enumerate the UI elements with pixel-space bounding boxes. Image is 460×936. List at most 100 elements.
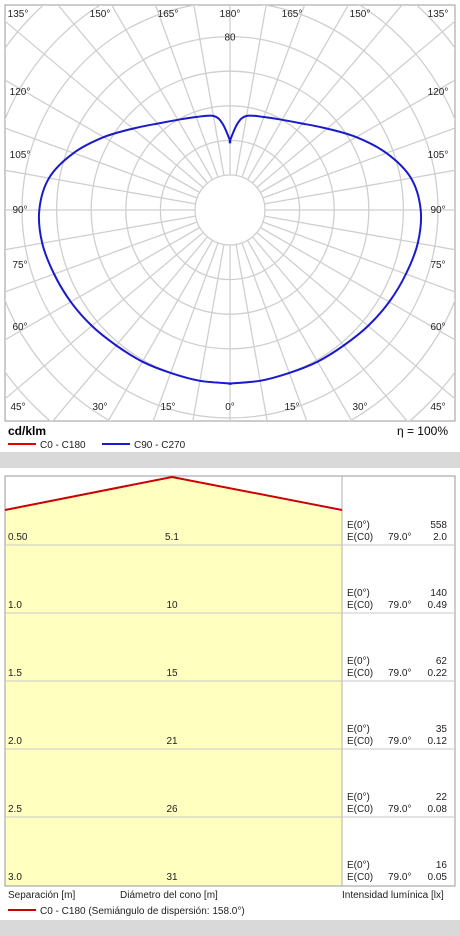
row-e0-value: 62 [436,656,448,667]
polar-grid-spoke [5,20,204,189]
polar-grid-spoke [246,5,350,181]
row-ec0-value: 0.08 [428,804,448,815]
row-e0-value: 16 [436,860,448,871]
angle-label-bottom: 15° [160,402,175,413]
polar-diagram-panel: 20016012080135°150°165°180°165°150°135°4… [0,0,460,452]
row-e0-label: E(0°) [347,792,370,803]
row-e0-value: 35 [436,724,448,735]
polar-grid-spoke [57,5,209,184]
cone-outline [4,475,343,511]
angle-label-bottom: 45° [430,402,445,413]
row-e0-value: 22 [436,792,448,803]
angle-label-top: 150° [90,9,111,20]
legend-label-cone: C0 - C180 (Semiángulo de dispersión: 158… [40,906,245,917]
polar-grid-spoke [262,221,455,293]
angle-label-right: 105° [428,150,449,161]
polar-grid-spoke [246,239,353,421]
cone-grid [4,475,455,886]
polar-grid-spoke [251,5,403,184]
polar-grid-spoke [5,226,201,341]
polar-grid-circle [194,174,266,246]
angle-label-bottom: 0° [225,402,235,413]
polar-grid-spoke [264,215,455,251]
angle-label-bottom: 45° [10,402,25,413]
row-separation: 1.5 [8,668,22,679]
angle-label-right: 60° [430,322,445,333]
polar-grid-spoke [241,242,308,421]
angle-label-bottom: 30° [92,402,107,413]
angle-label-right: 90° [430,205,445,216]
row-ec0-value: 0.22 [428,668,448,679]
row-separation: 2.0 [8,736,22,747]
angle-label-right: 75° [430,260,445,271]
polar-grid-spoke [235,244,268,421]
angle-label-top: 135° [8,9,29,20]
row-e0-value: 558 [430,520,447,531]
row-e0-label: E(0°) [347,724,370,735]
polar-grid-spoke [259,226,455,341]
polar-series-1 [37,114,423,385]
angle-label-bottom: 30° [352,402,367,413]
polar-grid-spoke [5,231,204,400]
angle-label-bottom: 15° [284,402,299,413]
row-diameter: 10 [166,600,178,611]
radial-tick-label: 80 [224,33,236,44]
legend-label-c90-c270: C90 - C270 [134,440,186,451]
angle-label-left: 120° [10,87,31,98]
polar-grid-spoke [235,5,267,176]
polar-grid-spoke [262,127,455,199]
row-ec0-label: E(C0) [347,532,373,543]
row-diameter: 5.1 [165,532,179,543]
row-angle: 79.0° [388,532,411,543]
row-ec0-label: E(C0) [347,804,373,815]
polar-grid-spoke [192,244,225,421]
polar-grid-spoke [5,221,198,293]
polar-grid-spoke [251,236,408,421]
polar-grid-spoke [110,5,214,181]
polar-grid-spoke [241,5,306,178]
row-e0-label: E(0°) [347,520,370,531]
row-e0-value: 140 [430,588,447,599]
unit-label: cd/klm [8,424,46,438]
angle-label-left: 60° [12,322,27,333]
row-diameter: 15 [166,668,178,679]
row-ec0-value: 0.05 [428,872,448,883]
angle-label-left: 90° [12,205,27,216]
polar-grid-spoke [5,169,196,205]
row-e0-label: E(0°) [347,860,370,871]
polar-grid-spoke [264,169,455,205]
row-angle: 79.0° [388,804,411,815]
row-separation: 0.50 [8,532,28,543]
polar-grid-spoke [154,5,219,178]
legend-label-c0-c180: C0 - C180 [40,440,86,451]
row-diameter: 21 [166,736,178,747]
row-ec0-value: 0.49 [428,600,448,611]
section-divider [0,452,460,468]
polar-grid-spoke [5,127,198,199]
cone-top-mask [5,476,342,512]
polar-grid-spoke [256,20,455,189]
row-separation: 2.5 [8,804,22,815]
row-separation: 3.0 [8,872,22,883]
polar-grid-spoke [5,215,196,251]
angle-label-top: 165° [282,9,303,20]
row-angle: 79.0° [388,872,411,883]
row-diameter: 26 [166,804,178,815]
angle-label-top: 135° [428,9,449,20]
angle-label-right: 120° [428,87,449,98]
row-angle: 79.0° [388,736,411,747]
angle-label-top: 150° [350,9,371,20]
polar-labels: 20016012080135°150°165°180°165°150°135°4… [8,9,449,413]
row-ec0-label: E(C0) [347,872,373,883]
row-angle: 79.0° [388,668,411,679]
bottom-divider [0,920,460,936]
angle-label-left: 75° [12,260,27,271]
row-angle: 79.0° [388,600,411,611]
angle-label-left: 105° [10,150,31,161]
separation-header: Separación [m] [8,890,75,901]
row-ec0-value: 2.0 [433,532,447,543]
row-e0-label: E(0°) [347,588,370,599]
polar-grid-spoke [152,242,219,421]
row-ec0-label: E(C0) [347,600,373,611]
